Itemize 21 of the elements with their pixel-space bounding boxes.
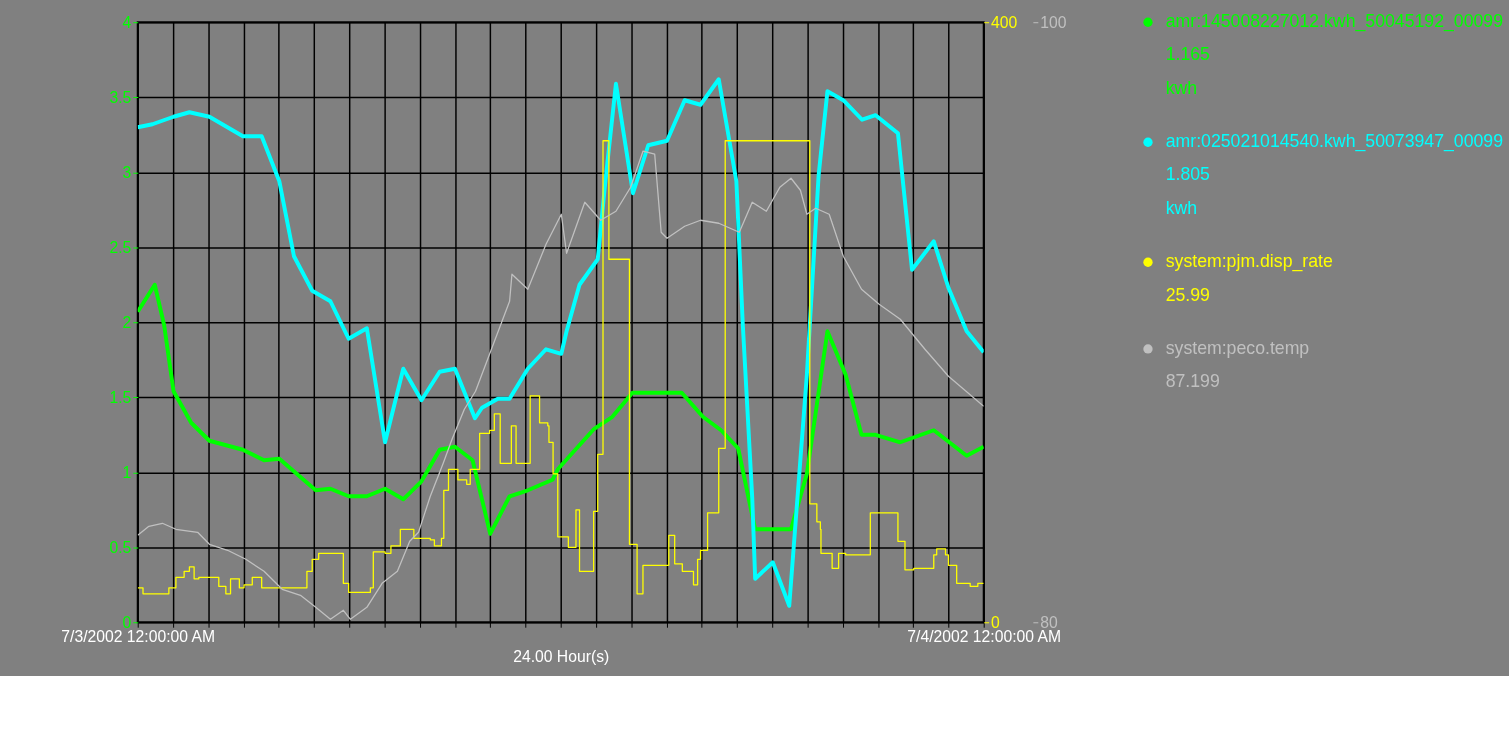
legend-label: system:pjm.disp_rate 25.99: [1165, 251, 1333, 305]
y3-tick-label: 80: [1040, 613, 1059, 631]
legend-label: amr:145008227012.kwh_50045192_00099 1.165 kwh: [1165, 11, 1504, 98]
y-tick-label: 1.5: [109, 388, 132, 406]
y3-tick-label: 100: [1040, 13, 1067, 31]
line-series: [137, 282, 984, 536]
legend-label: amr:025021014540.kwh_50073947_00099 1.805 kwh: [1165, 131, 1504, 218]
y2-tick-label: 400: [991, 13, 1018, 31]
y-tick-label: 2.5: [109, 238, 132, 256]
x-axis-title: 24.00 Hour(s): [513, 648, 610, 666]
y-tick-label: 1: [122, 463, 132, 481]
y-tick-label: 3.5: [109, 88, 132, 106]
x-tick-label: 7/3/2002 12:00:00 AM: [61, 628, 216, 646]
y-tick-label: 0: [122, 613, 132, 631]
y-tick-label: 4: [122, 13, 132, 31]
y-tick-label: 2: [122, 313, 132, 331]
y2-tick-label: 0: [991, 613, 1001, 631]
x-tick-label: 7/4/2002 12:00:00 AM: [907, 628, 1062, 646]
y-tick-label: 0.5: [109, 538, 132, 556]
legend-label: system:peco.temp 87.199: [1165, 337, 1310, 392]
y-tick-label: 3: [122, 163, 132, 181]
